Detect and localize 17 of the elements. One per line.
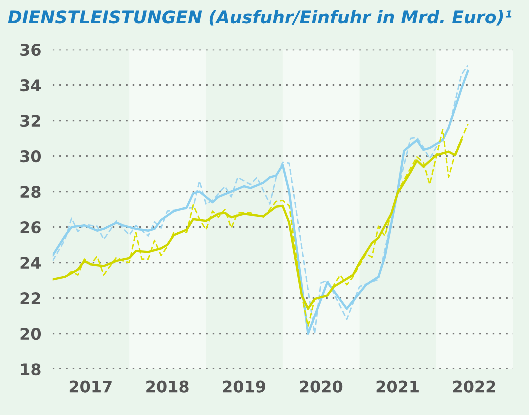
y-tick-label: 28 [20,186,41,198]
y-tick-label: 24 [20,257,42,269]
y-tick-label: 18 [21,364,41,376]
x-tick-label: 2021 [376,380,419,393]
x-tick-label: 2019 [223,380,266,393]
y-tick-label: 20 [20,328,42,340]
x-tick-label: 2022 [454,380,496,393]
y-tick-label: 34 [20,80,42,92]
y-tick-label: 32 [20,115,40,128]
x-tick-label: 2017 [70,380,112,393]
y-tick-label: 22 [20,292,40,304]
y-tick-label: 30 [20,150,42,163]
y-tick-label: 36 [20,44,41,56]
x-tick-label: 2020 [300,380,343,393]
x-tick-label: 2018 [146,380,189,393]
y-tick-label: 26 [20,222,41,234]
chart-title: DIENSTLEISTUNGEN (Ausfuhr/Einfuhr in Mrd. Euro)¹ [8,10,512,26]
